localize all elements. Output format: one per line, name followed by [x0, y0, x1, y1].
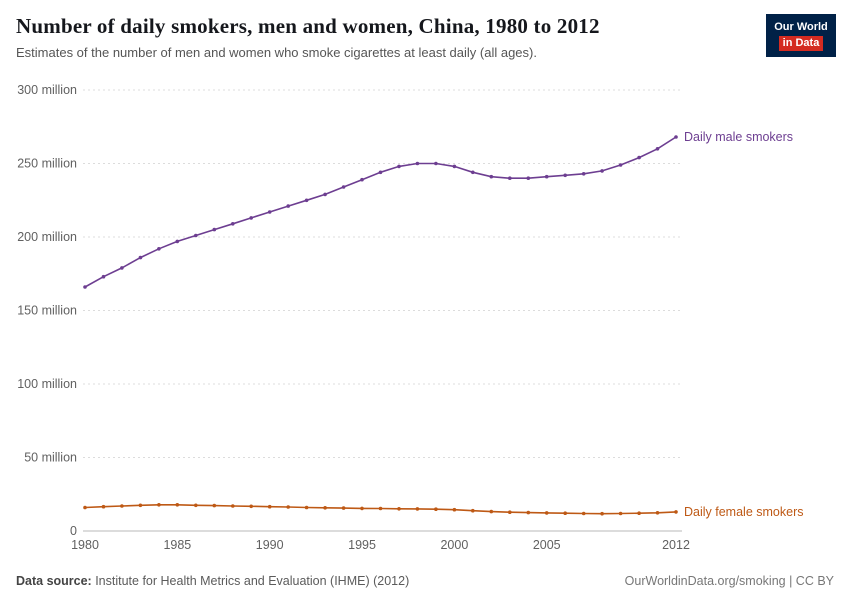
- daily-female-smokers-point[interactable]: [600, 511, 604, 516]
- daily-male-smokers-point[interactable]: [138, 255, 143, 260]
- daily-female-smokers-point[interactable]: [157, 503, 161, 507]
- x-axis-tick-label: 1990: [256, 538, 284, 552]
- x-axis-tick-label: 1985: [163, 538, 191, 552]
- daily-male-smokers-point[interactable]: [341, 185, 346, 189]
- daily-female-smokers-point[interactable]: [194, 503, 198, 508]
- chart-header: Number of daily smokers, men and women, …: [16, 14, 836, 60]
- daily-male-smokers-point[interactable]: [526, 176, 531, 180]
- daily-female-smokers-point[interactable]: [618, 511, 623, 516]
- daily-male-smokers-point[interactable]: [323, 192, 327, 197]
- daily-female-smokers-point[interactable]: [674, 510, 678, 514]
- x-axis-tick-label: 2012: [662, 538, 690, 552]
- daily-female-smokers-point[interactable]: [544, 511, 549, 515]
- daily-male-smokers-point[interactable]: [415, 161, 420, 166]
- daily-female-smokers-point[interactable]: [249, 504, 253, 509]
- daily-male-smokers-point[interactable]: [674, 135, 678, 139]
- data-source-text: Institute for Health Metrics and Evaluat…: [91, 574, 410, 588]
- owid-logo[interactable]: Our World in Data: [766, 14, 836, 57]
- daily-male-smokers-point[interactable]: [101, 274, 106, 279]
- daily-female-smokers-point[interactable]: [212, 503, 217, 508]
- y-axis-tick-label: 250 million: [17, 157, 77, 171]
- daily-female-smokers-point[interactable]: [452, 507, 457, 512]
- daily-female-smokers-point[interactable]: [341, 506, 346, 510]
- daily-male-smokers-point[interactable]: [267, 210, 272, 214]
- daily-male-smokers-point[interactable]: [397, 164, 401, 169]
- chart-footer: Data source: Institute for Health Metric…: [16, 574, 834, 588]
- y-axis-tick-label: 150 million: [17, 304, 77, 318]
- daily-female-smokers-point[interactable]: [83, 505, 87, 510]
- daily-male-smokers-point[interactable]: [655, 147, 660, 151]
- daily-female-smokers-point[interactable]: [304, 505, 309, 510]
- daily-male-smokers-point[interactable]: [544, 174, 549, 179]
- x-axis-tick-label: 2005: [533, 538, 561, 552]
- y-axis-tick-label: 300 million: [17, 83, 77, 97]
- daily-male-smokers-point[interactable]: [434, 161, 438, 166]
- daily-female-smokers-point[interactable]: [637, 511, 641, 515]
- daily-female-smokers-point[interactable]: [138, 503, 143, 508]
- daily-female-smokers-point[interactable]: [508, 510, 512, 514]
- daily-female-smokers-point[interactable]: [120, 504, 124, 508]
- daily-male-smokers-point[interactable]: [83, 285, 87, 289]
- y-axis-tick-label: 200 million: [17, 230, 77, 244]
- data-source: Data source: Institute for Health Metric…: [16, 574, 409, 588]
- daily-female-smokers-point[interactable]: [231, 504, 235, 508]
- footer-link[interactable]: OurWorldinData.org/smoking | CC BY: [624, 574, 834, 588]
- line-chart: 0 50 million 100 million 150 million 200 mil…: [0, 70, 850, 555]
- x-axis-tick-label: 1995: [348, 538, 376, 552]
- daily-male-smokers-point[interactable]: [581, 172, 586, 176]
- daily-male-smokers-point[interactable]: [600, 169, 604, 173]
- daily-female-smokers-point[interactable]: [286, 505, 291, 509]
- y-axis-tick-label: 0: [70, 524, 77, 538]
- daily-male-smokers-point[interactable]: [249, 216, 253, 220]
- daily-female-smokers-point[interactable]: [101, 504, 106, 509]
- daily-female-smokers-point[interactable]: [434, 507, 438, 512]
- y-axis-tick-label: 100 million: [17, 377, 77, 391]
- daily-male-smokers-point[interactable]: [563, 173, 567, 178]
- daily-female-smokers-point[interactable]: [415, 507, 420, 511]
- daily-male-smokers-point[interactable]: [120, 266, 124, 270]
- daily-female-smokers-point[interactable]: [323, 506, 327, 510]
- daily-male-smokers-point[interactable]: [286, 204, 291, 208]
- daily-female-smokers-point[interactable]: [489, 509, 494, 514]
- daily-male-smokers-point[interactable]: [637, 155, 641, 160]
- daily-female-smokers-point[interactable]: [655, 511, 660, 515]
- daily-female-smokers-point[interactable]: [471, 508, 475, 513]
- daily-male-smokers-point[interactable]: [378, 170, 383, 175]
- daily-female-smokers-point[interactable]: [267, 504, 272, 509]
- owid-logo-line2: in Data: [778, 35, 824, 51]
- daily-male-smokers-point[interactable]: [452, 164, 457, 169]
- daily-male-smokers-point[interactable]: [231, 222, 235, 226]
- daily-female-smokers-label[interactable]: Daily female smokers: [684, 505, 803, 519]
- title-block: Number of daily smokers, men and women, …: [16, 14, 600, 60]
- owid-logo-line1: Our World: [774, 21, 828, 33]
- daily-male-smokers-line[interactable]: [84, 136, 677, 288]
- x-axis-tick-label: 2000: [440, 538, 468, 552]
- daily-male-smokers-point[interactable]: [304, 198, 309, 203]
- daily-female-smokers-point[interactable]: [526, 510, 531, 515]
- daily-female-smokers-point[interactable]: [581, 511, 586, 516]
- daily-male-smokers-point[interactable]: [175, 239, 180, 244]
- daily-male-smokers-point[interactable]: [157, 247, 161, 251]
- chart-canvas: 0 50 million 100 million 150 million 200 mil…: [17, 83, 803, 552]
- y-axis-tick-label: 50 million: [24, 451, 77, 465]
- daily-female-smokers-point[interactable]: [360, 506, 364, 511]
- x-axis-tick-label: 1980: [71, 538, 99, 552]
- chart-title: Number of daily smokers, men and women, …: [16, 14, 600, 38]
- daily-female-smokers-point[interactable]: [378, 506, 383, 511]
- daily-female-smokers-point[interactable]: [175, 503, 180, 507]
- daily-male-smokers-point[interactable]: [212, 227, 217, 232]
- daily-male-smokers-label[interactable]: Daily male smokers: [684, 130, 793, 144]
- daily-male-smokers-point[interactable]: [471, 170, 475, 175]
- daily-male-smokers-point[interactable]: [508, 176, 512, 180]
- daily-female-smokers-point[interactable]: [563, 511, 567, 515]
- data-source-label: Data source:: [16, 574, 92, 588]
- daily-female-smokers-point[interactable]: [397, 507, 401, 511]
- daily-male-smokers-point[interactable]: [194, 233, 198, 238]
- daily-male-smokers-point[interactable]: [618, 163, 623, 167]
- daily-male-smokers-point[interactable]: [489, 174, 494, 179]
- daily-male-smokers-point[interactable]: [360, 177, 364, 182]
- chart-subtitle: Estimates of the number of men and women…: [16, 45, 537, 60]
